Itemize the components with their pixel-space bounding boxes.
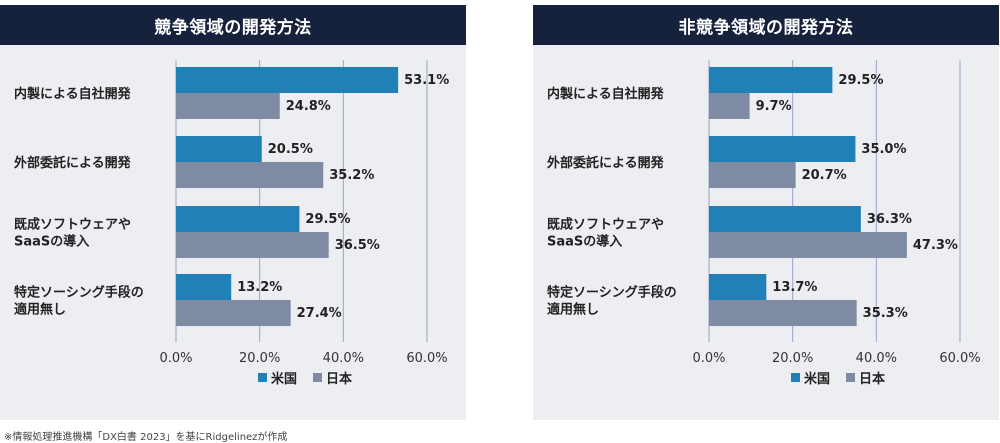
bar-us (176, 136, 262, 162)
chart-title: 非競争領域の開発方法 (533, 5, 999, 45)
legend-label: 米国 (804, 371, 830, 387)
data-label: 36.3% (867, 212, 912, 227)
source-footnote: ※情報処理推進機構「DX白書 2023」を基にRidgelinezが作成 (4, 432, 288, 443)
bar-jp (709, 93, 750, 119)
category-label: 外部委託による開発 (546, 155, 665, 171)
data-label: 20.7% (802, 168, 847, 183)
legend-swatch (313, 373, 322, 382)
bar-us (709, 136, 856, 162)
data-label: 35.0% (861, 142, 906, 157)
bar-jp (709, 300, 857, 326)
data-label: 35.2% (329, 168, 374, 183)
data-label: 9.7% (756, 99, 792, 114)
data-label: 24.8% (286, 99, 331, 114)
bar-jp (709, 232, 907, 258)
bar-jp (709, 162, 796, 188)
x-tick-label: 20.0% (772, 351, 813, 366)
data-label: 29.5% (838, 73, 883, 88)
left-bar-chart: 0.0% 20.0% 40.0% 60.0% 内製による自社開発 53.1% 24.8% 外部… (13, 60, 449, 387)
category-label: 既成ソフトウェアや (14, 217, 131, 233)
bar-jp (176, 162, 324, 188)
category-label: 特定ソーシング手段の (14, 285, 144, 301)
data-label: 36.5% (335, 238, 380, 253)
legend-swatch (791, 373, 800, 382)
legend-label: 日本 (859, 371, 885, 387)
x-tick-label: 60.0% (406, 351, 447, 366)
data-label: 47.3% (913, 238, 958, 253)
category-label: 特定ソーシング手段の (547, 285, 677, 301)
x-tick-label: 20.0% (239, 351, 280, 366)
right-chart-panel: 非競争領域の開発方法 0.0% 20.0% 40.0% 60.0% 内製による自社開発 2… (533, 5, 999, 420)
chart-title: 競争領域の開発方法 (0, 5, 466, 45)
legend-label: 米国 (271, 371, 297, 387)
legend-swatch (846, 373, 855, 382)
x-tick-label: 40.0% (856, 351, 897, 366)
category-label: 既成ソフトウェアや (547, 217, 664, 233)
x-tick-label: 40.0% (323, 351, 364, 366)
bar-us (709, 67, 833, 93)
data-label: 27.4% (297, 306, 342, 321)
data-label: 35.3% (863, 306, 908, 321)
bar-jp (176, 300, 291, 326)
bar-jp (176, 93, 280, 119)
x-tick-label: 0.0% (159, 351, 192, 366)
category-label: 外部委託による開発 (13, 155, 132, 171)
bar-us (176, 274, 232, 300)
category-label: 適用無し (14, 302, 66, 318)
category-label: SaaSの導入 (547, 234, 622, 250)
bar-us (176, 67, 399, 93)
data-label: 13.7% (772, 280, 817, 295)
x-tick-label: 60.0% (939, 351, 980, 366)
legend-swatch (258, 373, 267, 382)
category-label: 内製による自社開発 (14, 86, 132, 102)
data-label: 20.5% (268, 142, 313, 157)
data-label: 53.1% (404, 73, 449, 88)
x-tick-label: 0.0% (692, 351, 725, 366)
category-label: SaaSの導入 (14, 234, 89, 250)
category-label: 適用無し (547, 302, 599, 318)
bar-us (176, 206, 300, 232)
left-chart-panel: 競争領域の開発方法 0.0% 20.0% 40.0% 60.0% 内製による自社開発 53… (0, 5, 466, 420)
category-label: 内製による自社開発 (547, 86, 665, 102)
bar-jp (176, 232, 329, 258)
legend-label: 日本 (326, 371, 352, 387)
bar-us (709, 206, 861, 232)
bar-us (709, 274, 767, 300)
right-bar-chart: 0.0% 20.0% 40.0% 60.0% 内製による自社開発 29.5% 9.7% 外部委… (546, 60, 981, 387)
data-label: 13.2% (237, 280, 282, 295)
data-label: 29.5% (305, 212, 350, 227)
